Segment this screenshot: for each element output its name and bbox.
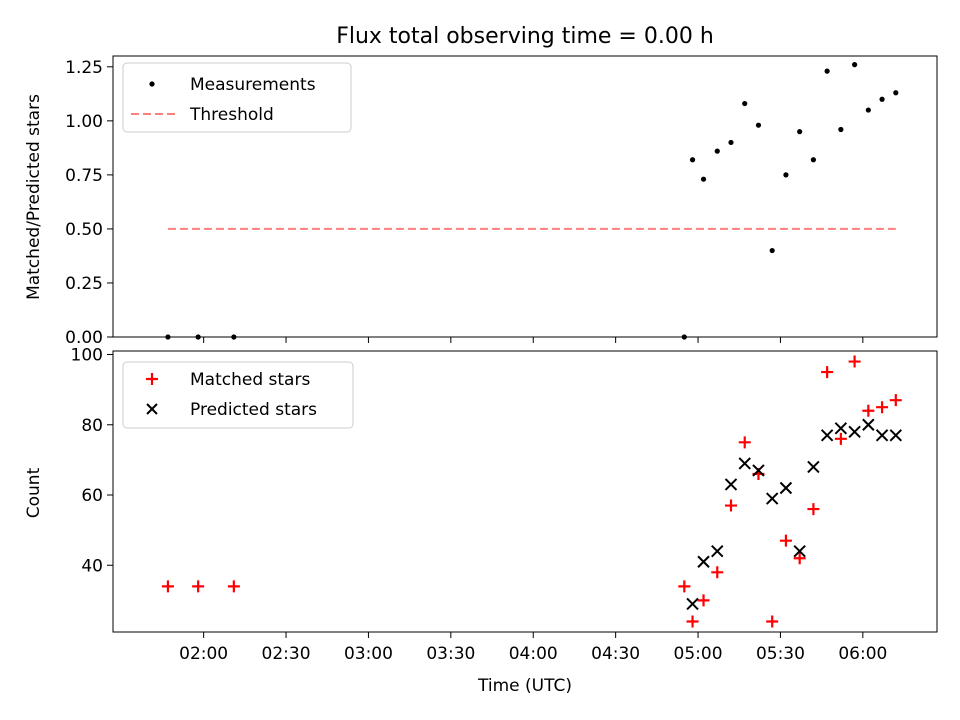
- bottom-predicted-stars-point: [697, 555, 710, 568]
- bottom-y-tick-label: 80: [81, 416, 103, 436]
- top-measurements-point: [755, 122, 762, 128]
- bottom-x-tick-label: 02:30: [262, 644, 311, 664]
- bottom-frame: [112, 350, 938, 633]
- bottom-matched-stars-point: [697, 594, 710, 607]
- bottom-matched-stars-point: [779, 534, 792, 547]
- bottom-matched-stars-point: [834, 432, 847, 445]
- bottom-matched-stars-point: [161, 580, 174, 593]
- top-measurements-point: [893, 90, 899, 96]
- bottom-predicted-stars-point: [862, 418, 875, 431]
- top-measurements-point: [728, 139, 734, 146]
- bottom-x-tick-label: 05:00: [674, 644, 723, 664]
- top-y-tick-label: 0.75: [65, 166, 103, 186]
- bottom-matched-stars-point: [807, 503, 820, 516]
- bottom-x-tick-label: 03:00: [344, 644, 393, 664]
- bottom-x-tick-label: 03:30: [426, 644, 475, 664]
- bottom-plot-area: 40 60 80 100 02:00 02:30 03:00 03:30 04:00 04:30 0…: [71, 346, 938, 664]
- top-frame: [112, 55, 938, 338]
- top-y-tick-label: 0.25: [65, 274, 103, 294]
- top-measurements-point: [879, 96, 885, 102]
- bottom-matched-stars-point: [862, 404, 875, 417]
- bottom-legend: Matched stars Predicted stars: [122, 361, 354, 429]
- bottom-matched-stars-point: [876, 401, 889, 414]
- bottom-predicted-stars-point: [807, 460, 820, 474]
- top-y-tick-label: 1.25: [65, 58, 103, 78]
- bottom-predicted-stars-point: [724, 478, 738, 491]
- bottom-y-axis-label: Count: [24, 467, 44, 518]
- bottom-predicted-stars-point: [820, 429, 834, 442]
- x-axis-label: Time (UTC): [477, 676, 572, 696]
- legend-measurements-marker: [149, 81, 155, 87]
- top-y-tick-label: 1.00: [65, 112, 103, 132]
- bottom-matched-stars-point: [227, 580, 240, 593]
- top-measurements-point: [783, 172, 789, 178]
- bottom-matched-stars-point: [678, 580, 691, 593]
- bottom-matched-stars-point: [889, 394, 902, 407]
- top-measurements-point: [824, 68, 830, 74]
- bottom-legend-box: [122, 361, 354, 429]
- bottom-predicted-stars-point: [793, 545, 806, 558]
- top-measurements-point: [689, 157, 696, 163]
- bottom-matched-stars-point: [738, 436, 751, 449]
- bottom-predicted-stars-point: [686, 597, 699, 611]
- top-measurements-point: [797, 129, 803, 135]
- bottom-x-tick-label: 04:00: [509, 644, 558, 664]
- bottom-matched-stars-point: [766, 615, 779, 628]
- legend-matched-marker: [146, 373, 158, 385]
- bottom-predicted-stars-point: [834, 422, 848, 435]
- legend-matched-label: Matched stars: [190, 370, 310, 390]
- bottom-predicted-stars-point: [765, 492, 779, 505]
- bottom-x-tick-label: 06:00: [838, 644, 887, 664]
- bottom-x-tick-label: 05:30: [756, 644, 805, 664]
- top-measurements-point: [714, 148, 720, 154]
- bottom-predicted-stars-point: [889, 429, 903, 442]
- top-y-axis-label: Matched/Predicted stars: [24, 94, 44, 300]
- top-legend-box: [122, 62, 352, 133]
- bottom-matched-stars-point: [192, 580, 205, 593]
- bottom-matched-stars-point: [821, 366, 834, 379]
- bottom-x-tick-label: 04:30: [591, 644, 640, 664]
- bottom-matched-stars-point: [686, 615, 699, 628]
- top-measurements-point: [769, 247, 775, 254]
- bottom-predicted-stars-point: [752, 464, 765, 477]
- legend-threshold-label: Threshold: [189, 105, 274, 125]
- legend-predicted-marker: [146, 403, 158, 415]
- top-measurements-point: [838, 126, 844, 133]
- chart-title: Flux total observing time = 0.00 h: [336, 24, 714, 49]
- top-measurements-point: [865, 107, 871, 113]
- bottom-y-tick-label: 60: [81, 486, 103, 506]
- bottom-predicted-stars-point: [848, 425, 861, 438]
- top-plot-area: 0.00 0.25 0.50 0.75 1.00 1.25: [65, 55, 938, 348]
- bottom-predicted-stars-point: [738, 457, 751, 470]
- legend-measurements-label: Measurements: [190, 75, 316, 95]
- bottom-matched-stars-point: [711, 566, 724, 579]
- top-legend: Measurements Threshold: [122, 62, 352, 133]
- top-measurements-point: [852, 62, 858, 68]
- top-y-tick-label: 0.00: [65, 328, 103, 348]
- bottom-y-tick-label: 100: [71, 346, 103, 366]
- bottom-matched-stars-point: [793, 552, 806, 565]
- bottom-matched-stars-point: [725, 499, 737, 512]
- top-measurements-point: [700, 176, 707, 182]
- bottom-predicted-stars-point: [779, 481, 793, 495]
- top-measurements-point: [742, 100, 748, 107]
- bottom-x-tick-label: 02:00: [179, 644, 228, 664]
- top-y-tick-label: 0.50: [65, 220, 103, 240]
- bottom-predicted-stars-point: [711, 545, 724, 558]
- bottom-predicted-stars-point: [875, 429, 889, 442]
- legend-predicted-label: Predicted stars: [190, 400, 317, 420]
- top-measurements-point: [810, 157, 817, 163]
- bottom-matched-stars-point: [848, 355, 861, 368]
- bottom-y-tick-label: 40: [81, 556, 103, 576]
